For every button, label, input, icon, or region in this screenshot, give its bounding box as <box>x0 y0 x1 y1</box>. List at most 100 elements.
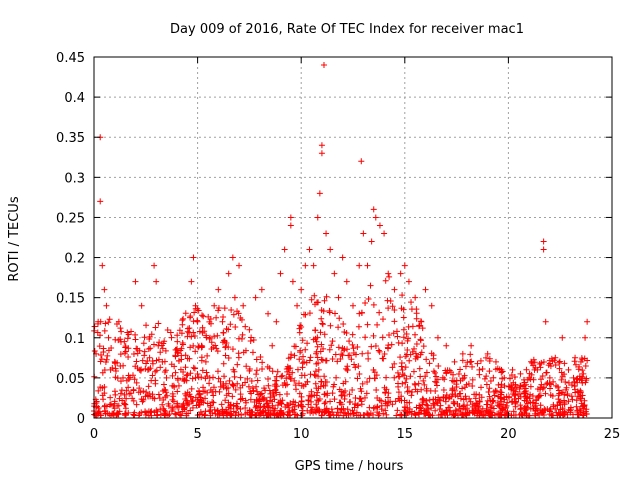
background-point <box>502 404 509 411</box>
background-point <box>137 367 144 374</box>
background-point <box>404 337 411 344</box>
data-point <box>372 214 379 221</box>
background-point <box>355 323 362 330</box>
background-point <box>289 369 296 376</box>
background-point <box>379 334 386 341</box>
data-point <box>236 262 243 269</box>
data-point <box>316 190 323 197</box>
background-point <box>95 405 102 412</box>
background-point <box>191 309 198 316</box>
background-point <box>486 358 493 365</box>
background-point <box>172 410 179 417</box>
y-axis: 0 0.05 0.1 0.15 0.2 0.25 0.3 0.35 0.4 0.45 <box>56 51 612 427</box>
background-point <box>561 391 568 398</box>
background-point <box>278 400 285 407</box>
background-point <box>463 381 470 388</box>
background-point <box>397 411 404 418</box>
background-point <box>407 373 414 380</box>
background-point <box>453 384 460 391</box>
background-point <box>527 383 534 390</box>
background-point <box>439 374 446 381</box>
background-point <box>532 407 539 414</box>
background-point <box>313 350 320 357</box>
data-point <box>287 214 294 221</box>
background-point <box>198 357 205 364</box>
background-point <box>380 316 387 323</box>
background-point <box>436 406 443 413</box>
background-point <box>249 385 256 392</box>
background-point <box>339 352 346 359</box>
background-point <box>274 368 281 375</box>
background-point <box>214 348 221 355</box>
background-point <box>358 309 365 316</box>
background-point <box>221 373 228 380</box>
background-point <box>352 351 359 358</box>
background-point <box>314 389 321 396</box>
background-point <box>250 337 257 344</box>
background-point <box>225 384 232 391</box>
background-point <box>290 398 297 405</box>
background-point <box>106 316 113 323</box>
background-point <box>152 368 159 375</box>
background-point <box>230 382 237 389</box>
background-point <box>383 374 390 381</box>
data-point <box>155 342 162 349</box>
background-point <box>317 383 324 390</box>
background-point <box>384 344 391 351</box>
background-point <box>343 329 350 336</box>
background-point <box>202 375 209 382</box>
data-point <box>95 318 102 325</box>
background-point <box>220 329 227 336</box>
data-point <box>517 382 524 389</box>
data-point <box>298 286 305 293</box>
background-point <box>376 348 383 355</box>
background-point <box>240 349 247 356</box>
y-tick-label: 0.4 <box>64 91 85 106</box>
background-point <box>391 318 398 325</box>
background-point <box>354 375 361 382</box>
background-point <box>199 312 206 319</box>
data-point <box>138 302 145 309</box>
background-point <box>443 407 450 414</box>
background-point <box>184 371 191 378</box>
background-point <box>451 378 458 385</box>
data-point <box>318 142 325 149</box>
background-point <box>198 374 205 381</box>
background-point <box>412 355 419 362</box>
y-tick-label: 0.45 <box>56 51 85 66</box>
background-point <box>413 353 420 360</box>
background-point <box>401 372 408 379</box>
data-point <box>269 342 276 349</box>
background-point <box>511 395 518 402</box>
background-point <box>155 391 162 398</box>
background-point <box>148 331 155 338</box>
background-point <box>471 391 478 398</box>
background-point <box>234 404 241 411</box>
background-point <box>572 361 579 368</box>
background-point <box>117 351 124 358</box>
background-point <box>153 367 160 374</box>
background-point <box>456 390 463 397</box>
background-point <box>232 386 239 393</box>
background-point <box>223 325 230 332</box>
background-point <box>530 376 537 383</box>
background-point <box>321 297 328 304</box>
y-tick-label: 0.05 <box>56 372 85 387</box>
background-point <box>435 362 442 369</box>
background-point <box>376 397 383 404</box>
background-point <box>449 391 456 398</box>
data-point <box>553 382 560 389</box>
background-point <box>416 322 423 329</box>
data-point <box>153 278 160 285</box>
background-point <box>482 354 489 361</box>
background-point <box>373 372 380 379</box>
background-point <box>167 329 174 336</box>
background-point <box>230 366 237 373</box>
background-point <box>491 392 498 399</box>
background-point <box>306 357 313 364</box>
background-point <box>331 396 338 403</box>
background-point <box>145 383 152 390</box>
background-point <box>307 371 314 378</box>
background-point <box>195 398 202 405</box>
background-point <box>459 357 466 364</box>
